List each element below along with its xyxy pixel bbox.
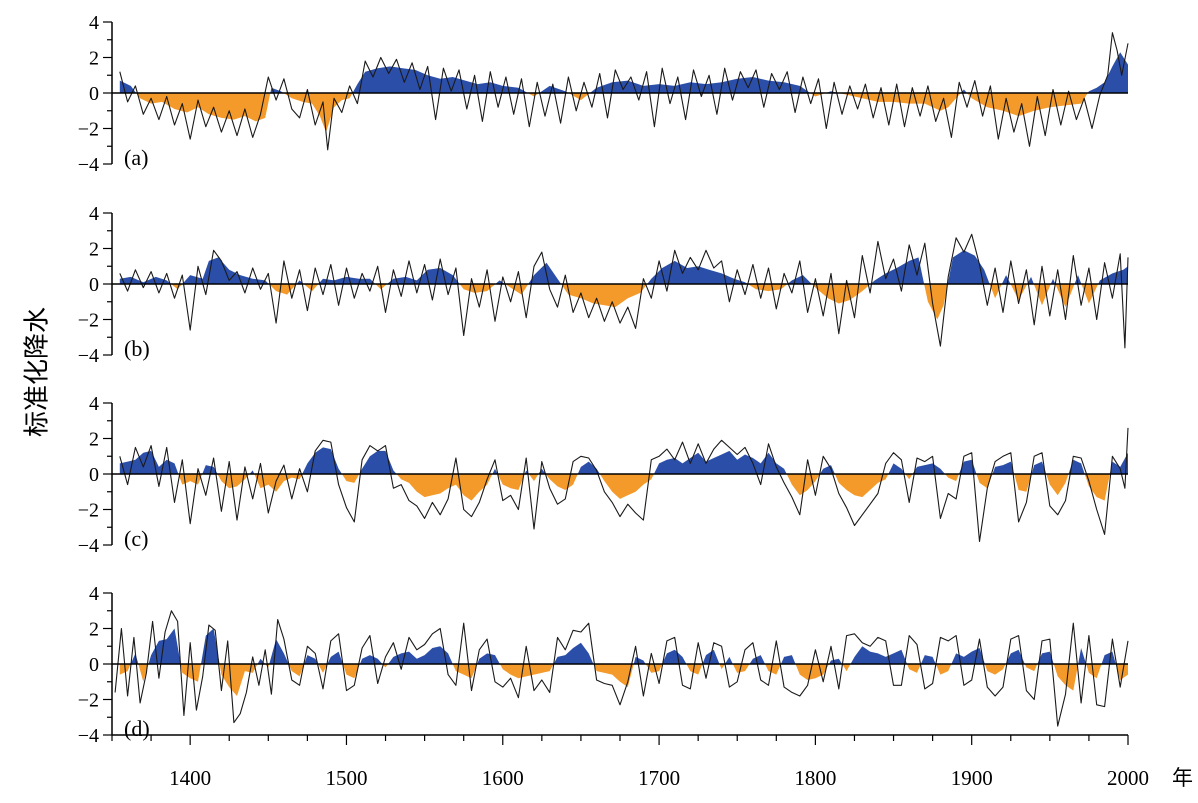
panel-b: 4 2 0 −2 −4 (b) <box>78 203 1129 367</box>
panel-label: (d) <box>124 716 150 741</box>
panel-label: (c) <box>124 526 148 551</box>
negative-anomaly-area <box>119 474 1128 501</box>
y-tick-label: 0 <box>89 274 99 296</box>
annual-precip-line <box>119 233 1129 349</box>
y-tick-label: 4 <box>89 203 99 225</box>
y-tick-label: −2 <box>78 310 99 332</box>
annual-precip-line <box>119 427 1129 543</box>
x-tick-label: 1700 <box>638 766 680 790</box>
annual-precip-line <box>119 32 1129 151</box>
annual-precip-line <box>114 610 1129 727</box>
y-tick-label: 2 <box>89 619 99 641</box>
y-tick-label: 2 <box>89 239 99 261</box>
positive-anomaly-area <box>119 447 1128 474</box>
x-tick-label: 1900 <box>951 766 993 790</box>
chart-panels: 4 2 0 −2 −4 (a) 4 2 0 −2 −4 (b) 4 2 0 −2 −4 (c) 4 2 0 −2 −4 (d) <box>78 12 1129 747</box>
x-tick-label: 1500 <box>325 766 367 790</box>
y-tick-label: −2 <box>78 500 99 522</box>
panel-d: 4 2 0 −2 −4 (d) <box>78 583 1129 747</box>
panel-label: (a) <box>124 145 148 170</box>
y-tick-label: −2 <box>78 119 99 141</box>
negative-anomaly-area <box>119 664 1128 696</box>
panel-a: 4 2 0 −2 −4 (a) <box>78 12 1129 176</box>
x-tick-label: 1400 <box>169 766 211 790</box>
x-tick-label: 1600 <box>482 766 524 790</box>
panel-c: 4 2 0 −2 −4 (c) <box>78 393 1129 557</box>
x-axis: 1400 1500 1600 1700 1800 1900 2000 <box>111 734 1149 790</box>
x-tick-label: 1800 <box>794 766 836 790</box>
positive-anomaly-area <box>119 52 1128 93</box>
y-tick-label: −4 <box>78 725 99 747</box>
negative-anomaly-area <box>119 93 1128 133</box>
y-tick-label: −4 <box>78 345 99 367</box>
y-tick-label: −4 <box>78 154 99 176</box>
panel-label: (b) <box>124 336 150 361</box>
y-tick-label: 4 <box>89 12 99 34</box>
y-tick-label: −2 <box>78 690 99 712</box>
y-tick-label: 4 <box>89 583 99 605</box>
positive-anomaly-area <box>119 628 1128 664</box>
x-axis-unit-label: 年 <box>1172 766 1193 790</box>
positive-anomaly-area <box>119 250 1128 284</box>
y-tick-label: 0 <box>89 654 99 676</box>
y-tick-label: 0 <box>89 464 99 486</box>
y-tick-label: 2 <box>89 48 99 70</box>
y-tick-label: −4 <box>78 535 99 557</box>
y-tick-label: 2 <box>89 429 99 451</box>
y-axis-label: 标准化降水 <box>23 307 53 437</box>
negative-anomaly-area <box>119 284 1128 320</box>
x-tick-label: 2000 <box>1107 766 1149 790</box>
y-tick-label: 4 <box>89 393 99 415</box>
y-tick-label: 0 <box>89 83 99 105</box>
